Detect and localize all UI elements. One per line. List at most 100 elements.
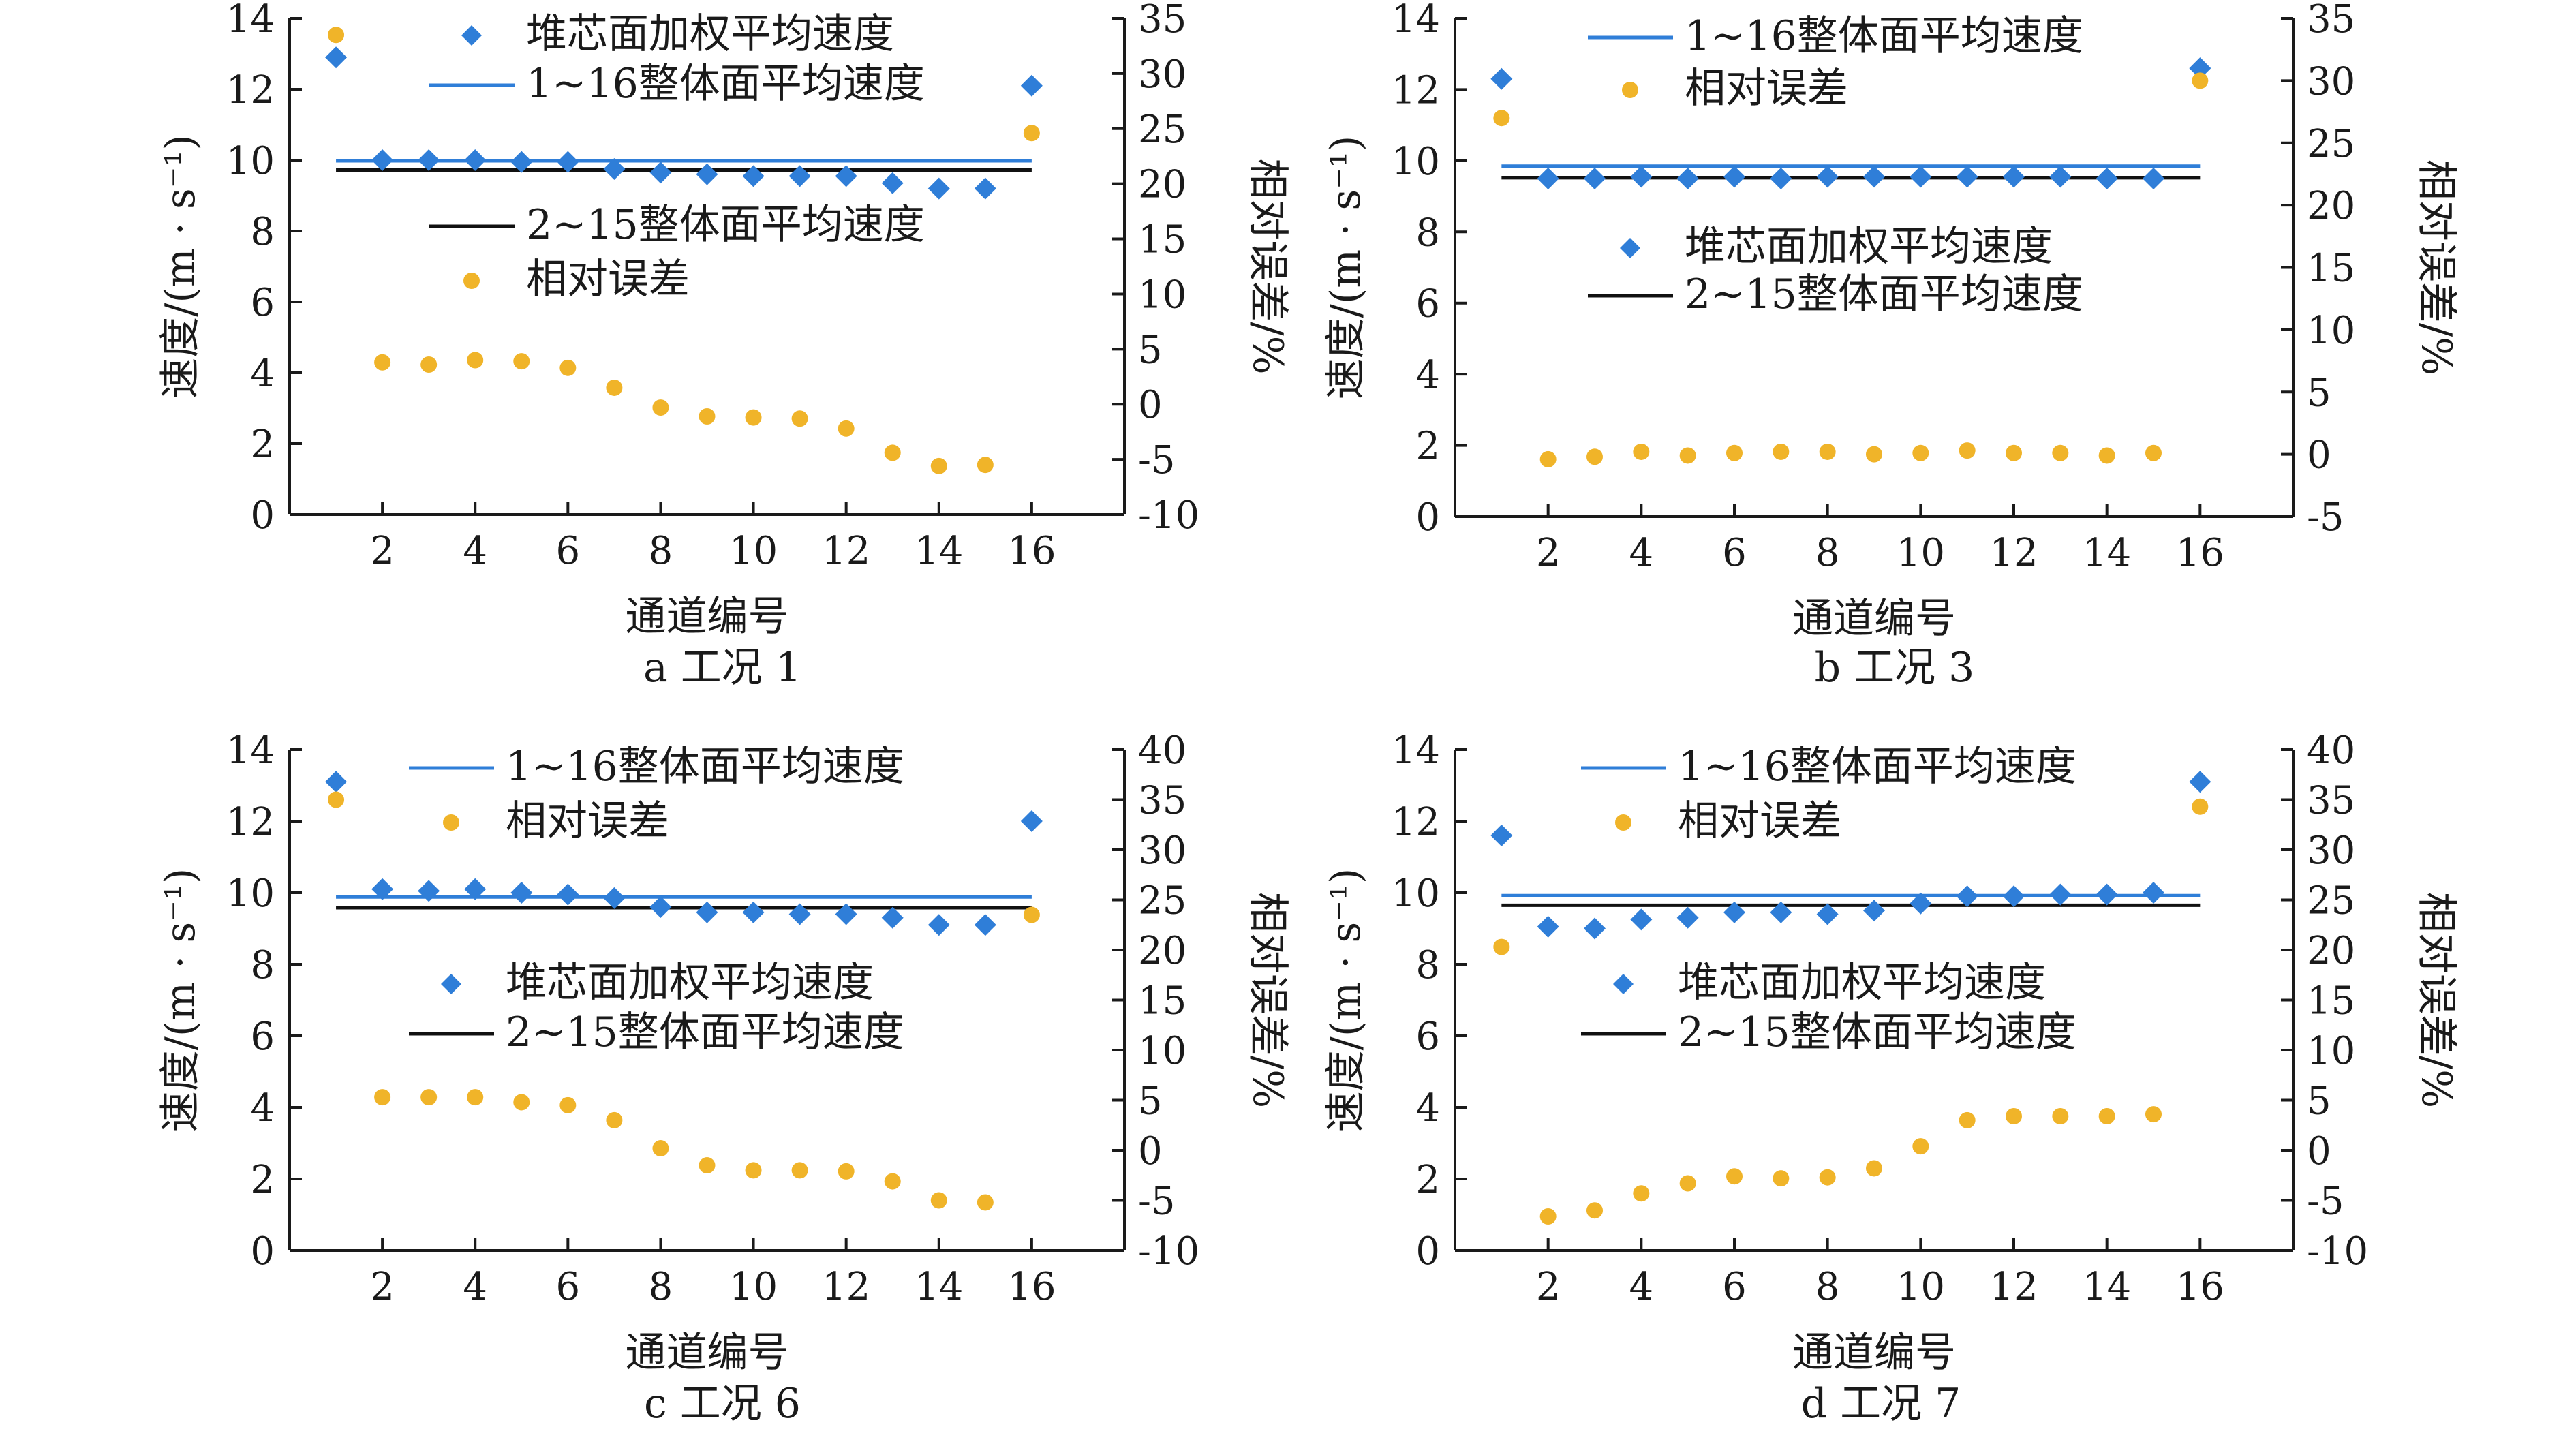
x-axis-label: 通道编号 <box>1792 1329 1956 1377</box>
x-tick-label: 6 <box>1722 531 1747 575</box>
weighted-point <box>2143 882 2164 904</box>
y-tick-label: 0 <box>250 493 275 538</box>
x-tick-label: 16 <box>1007 529 1056 573</box>
legend-item-weighted: 堆芯面加权平均速度 <box>441 959 874 1007</box>
y-tick-label: 14 <box>226 728 275 773</box>
legend-item-overall_1_16: 1~16整体面平均速度 <box>1588 12 2083 60</box>
weighted-point <box>1816 166 1839 188</box>
legend-diamond-swatch <box>1613 974 1634 994</box>
weighted-point <box>510 151 533 173</box>
y2-tick-label: 25 <box>1138 108 1186 152</box>
error-point <box>2192 72 2209 89</box>
error-point <box>699 1157 716 1174</box>
y2-tick-label: 20 <box>1138 163 1186 207</box>
weighted-point <box>1490 67 1513 90</box>
error-point <box>838 1163 855 1180</box>
error-point <box>1539 450 1557 467</box>
y2-tick-label: 15 <box>2307 247 2355 291</box>
y2-tick-label: 25 <box>2307 879 2355 923</box>
y-tick-label: 4 <box>250 1086 275 1131</box>
panel-caption: b 工况 3 <box>1815 644 1975 692</box>
y2-tick-label: 0 <box>2307 1129 2331 1173</box>
legend-label: 2~15整体面平均速度 <box>1678 1009 2076 1056</box>
y-tick-label: 8 <box>1415 211 1440 255</box>
error-point <box>606 379 623 396</box>
weighted-point <box>1630 908 1653 931</box>
error-point <box>2006 1108 2022 1125</box>
y2-tick-label: -10 <box>2307 1229 2368 1274</box>
weighted-point <box>1816 903 1839 925</box>
y-tick-label: 6 <box>1415 1015 1440 1059</box>
y-tick-label: 6 <box>250 1015 275 1059</box>
legend-label: 堆芯面加权平均速度 <box>506 959 874 1007</box>
error-point <box>884 444 901 461</box>
y-tick-label: 12 <box>1392 68 1440 112</box>
error-point <box>791 1162 808 1179</box>
weighted-point <box>371 878 394 900</box>
y-tick-label: 8 <box>250 210 275 254</box>
y-axis-label: 速度/(m · s⁻¹) <box>157 868 204 1133</box>
legend-item-overall_2_15: 2~15整体面平均速度 <box>429 201 925 249</box>
error-point <box>1819 443 1836 460</box>
error-point <box>374 1089 391 1106</box>
weighted-point <box>927 914 950 936</box>
y-tick-label: 4 <box>250 352 275 396</box>
weighted-point <box>1723 166 1745 188</box>
legend-label: 堆芯面加权平均速度 <box>1685 223 2053 271</box>
x-tick-label: 2 <box>1536 1265 1561 1309</box>
legend-label: 堆芯面加权平均速度 <box>526 10 894 58</box>
y-tick-label: 10 <box>226 139 275 183</box>
error-point <box>1866 446 1882 463</box>
weighted-point <box>835 903 857 925</box>
legend-item-overall_2_15: 2~15整体面平均速度 <box>1588 271 2083 318</box>
error-point <box>930 457 947 474</box>
error-point <box>1773 1170 1790 1187</box>
weighted-point <box>788 903 811 925</box>
legend-label: 堆芯面加权平均速度 <box>1678 959 2046 1007</box>
legend-circle-swatch <box>443 814 459 831</box>
weighted-point <box>1910 892 1932 915</box>
x-tick-label: 8 <box>1815 531 1840 575</box>
x-tick-label: 4 <box>1629 1265 1654 1309</box>
error-point <box>2006 444 2022 461</box>
y-tick-label: 2 <box>250 422 275 467</box>
y2-tick-label: 40 <box>2307 728 2355 773</box>
error-point <box>1773 443 1790 460</box>
weighted-point <box>742 901 765 923</box>
y2-tick-label: 5 <box>2307 1079 2331 1124</box>
weighted-point <box>1676 167 1699 189</box>
x-tick-label: 16 <box>2176 1265 2224 1309</box>
x-tick-label: 14 <box>915 1265 963 1309</box>
y2-axis-label: 相对误差/% <box>2412 892 2460 1108</box>
y2-tick-label: 10 <box>1138 273 1186 317</box>
weighted-point <box>2003 166 2025 188</box>
y2-tick-label: 0 <box>2307 433 2331 478</box>
chart-panel-1: 2 4 6 8 10 12 14 16 0 2 4 6 8 10 12 14 -10 -5 0 5 10 15 20 25 30… <box>157 0 1291 692</box>
y2-tick-label: 10 <box>1138 1029 1186 1073</box>
weighted-point <box>881 172 904 194</box>
x-tick-label: 10 <box>729 1265 778 1309</box>
error-point <box>513 353 530 370</box>
y2-tick-label: 15 <box>1138 218 1186 262</box>
weighted-point <box>742 165 765 187</box>
legend-label: 相对误差 <box>526 256 690 303</box>
error-point <box>1912 444 1929 461</box>
weighted-point <box>557 883 579 906</box>
legend-label: 1~16整体面平均速度 <box>526 60 925 108</box>
y2-tick-label: 25 <box>1138 879 1186 923</box>
weighted-point <box>649 896 672 918</box>
error-point <box>977 1194 994 1211</box>
legend-item-error: 相对误差 <box>443 797 669 845</box>
weighted-point <box>557 151 579 173</box>
error-point <box>2192 798 2209 815</box>
error-point <box>559 359 577 376</box>
x-axis-label: 通道编号 <box>1792 595 1956 643</box>
weighted-point <box>1723 901 1745 923</box>
weighted-point <box>1584 167 1606 189</box>
y2-tick-label: 40 <box>1138 728 1186 773</box>
x-tick-label: 4 <box>1629 531 1654 575</box>
weighted-point <box>1630 166 1653 188</box>
weighted-point <box>1537 915 1559 938</box>
x-tick-label: 6 <box>556 1265 581 1309</box>
x-tick-label: 6 <box>556 529 581 573</box>
